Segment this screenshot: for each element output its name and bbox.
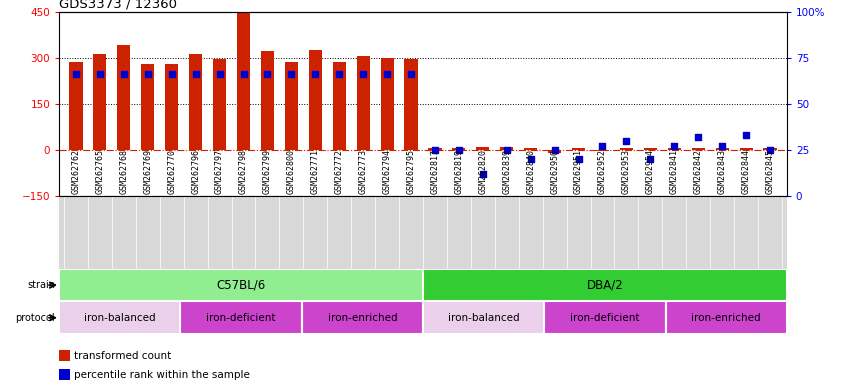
- Bar: [356, 56, 370, 150]
- Point: [476, 170, 490, 177]
- Point: [332, 71, 346, 77]
- Bar: [302, 301, 423, 334]
- Point: [381, 71, 394, 77]
- Bar: [59, 350, 70, 361]
- Bar: [381, 58, 393, 150]
- Point: [165, 71, 179, 77]
- Text: DBA/2: DBA/2: [586, 279, 624, 291]
- Point: [619, 137, 633, 144]
- Point: [93, 71, 107, 77]
- Point: [596, 143, 609, 149]
- Bar: [332, 62, 346, 150]
- Bar: [453, 148, 465, 150]
- Bar: [423, 301, 544, 334]
- Point: [261, 71, 274, 77]
- Point: [309, 71, 322, 77]
- Point: [763, 147, 777, 153]
- Bar: [500, 147, 514, 150]
- Point: [452, 147, 465, 153]
- Point: [716, 143, 729, 149]
- Bar: [141, 64, 154, 150]
- Text: iron-enriched: iron-enriched: [691, 313, 761, 323]
- Bar: [261, 51, 274, 150]
- Text: iron-balanced: iron-balanced: [84, 313, 156, 323]
- Bar: [596, 150, 609, 151]
- Point: [739, 132, 753, 138]
- Point: [404, 71, 418, 77]
- Point: [69, 71, 83, 77]
- Point: [237, 71, 250, 77]
- Bar: [428, 148, 442, 150]
- Bar: [309, 50, 321, 150]
- Bar: [69, 62, 83, 150]
- Point: [141, 71, 155, 77]
- Bar: [59, 369, 70, 380]
- Bar: [666, 301, 787, 334]
- Bar: [285, 62, 298, 150]
- Point: [667, 143, 681, 149]
- Text: iron-balanced: iron-balanced: [448, 313, 519, 323]
- Point: [356, 71, 370, 77]
- Point: [644, 156, 657, 162]
- Bar: [404, 59, 418, 150]
- Bar: [667, 148, 681, 150]
- Text: iron-enriched: iron-enriched: [327, 313, 397, 323]
- Text: protocol: protocol: [15, 313, 55, 323]
- Bar: [476, 147, 490, 150]
- Bar: [620, 148, 633, 150]
- Bar: [237, 12, 250, 150]
- Bar: [739, 148, 753, 150]
- Bar: [93, 54, 107, 150]
- Point: [691, 134, 705, 140]
- Bar: [118, 45, 130, 150]
- Bar: [716, 148, 728, 150]
- Point: [548, 147, 562, 153]
- Point: [117, 71, 130, 77]
- Bar: [59, 269, 423, 301]
- Bar: [644, 148, 657, 150]
- Bar: [572, 148, 585, 150]
- Bar: [189, 54, 202, 150]
- Bar: [525, 148, 537, 150]
- Bar: [213, 59, 226, 150]
- Bar: [180, 301, 302, 334]
- Bar: [544, 301, 666, 334]
- Bar: [165, 64, 179, 150]
- Point: [189, 71, 202, 77]
- Text: percentile rank within the sample: percentile rank within the sample: [74, 370, 250, 380]
- Bar: [548, 150, 561, 153]
- Bar: [423, 269, 787, 301]
- Point: [213, 71, 227, 77]
- Point: [524, 156, 537, 162]
- Text: iron-deficient: iron-deficient: [570, 313, 640, 323]
- Point: [572, 156, 585, 162]
- Bar: [692, 148, 705, 150]
- Point: [500, 147, 514, 153]
- Bar: [763, 148, 777, 150]
- Point: [428, 147, 442, 153]
- Bar: [59, 301, 180, 334]
- Point: [284, 71, 298, 77]
- Text: strain: strain: [27, 280, 55, 290]
- Text: iron-deficient: iron-deficient: [206, 313, 276, 323]
- Text: transformed count: transformed count: [74, 351, 172, 361]
- Text: GDS3373 / 12360: GDS3373 / 12360: [59, 0, 177, 10]
- Text: C57BL/6: C57BL/6: [217, 279, 266, 291]
